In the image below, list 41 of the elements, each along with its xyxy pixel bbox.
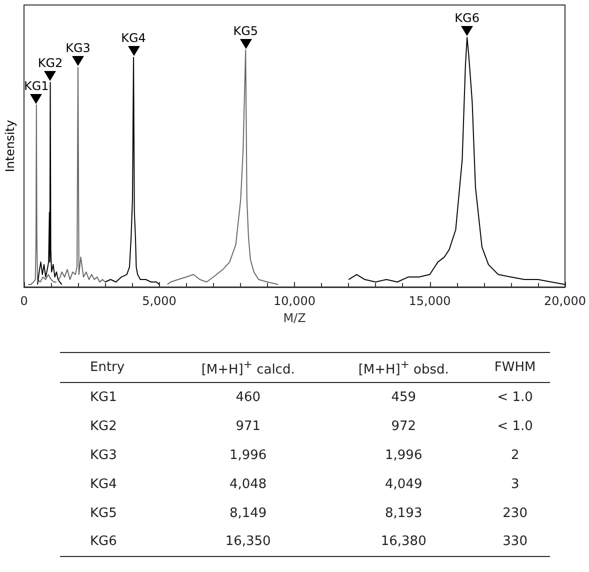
annotation: KG5 — [233, 24, 258, 38]
annotation: KG2 — [38, 56, 63, 70]
text: < 1.0 — [496, 418, 534, 436]
annotation: KG4 — [121, 31, 146, 46]
annotation: KG6 — [454, 11, 480, 26]
text: FWHM — [480, 352, 550, 382]
text: [M+H]$^{+}$ obsd. — [327, 352, 480, 382]
text: 8,149 — [228, 504, 268, 522]
text: 8,193 — [384, 504, 424, 522]
text: 3 — [510, 476, 520, 494]
text: 16,350 — [169, 528, 328, 556]
text: 971 — [234, 418, 262, 436]
annotation: KG3 — [66, 41, 90, 56]
text: < 1.0 — [496, 388, 534, 407]
text: KG4 — [89, 476, 118, 494]
x-axis-title: M/Z — [283, 310, 306, 325]
x-tick-label: 20,000 — [544, 294, 586, 308]
x-tick-label: 15,000 — [408, 294, 451, 308]
text: Entry — [60, 352, 170, 382]
text: KG6 — [60, 528, 170, 556]
x-tick-label: 0 — [20, 294, 28, 308]
text: 460 — [234, 388, 262, 407]
x-tick-label: 5,000 — [142, 294, 176, 308]
x-tick-label: 10,000 — [274, 294, 316, 308]
text: 16,380 — [327, 528, 480, 556]
text: 230 — [502, 504, 528, 522]
text: 1,996 — [228, 446, 268, 464]
text: 4,049 — [384, 476, 424, 494]
text: 2 — [510, 446, 520, 464]
annotation: KG1 — [24, 78, 49, 93]
text: 4,048 — [228, 476, 268, 494]
text: 972 — [390, 418, 418, 436]
text: [M+H]$^{+}$ calcd. — [169, 352, 328, 382]
text: 330 — [480, 528, 550, 556]
text: 1,996 — [384, 446, 424, 464]
text: KG2 — [89, 418, 118, 436]
text: KG1 — [89, 388, 118, 407]
y-axis-title: Intensity — [3, 120, 17, 172]
text: KG5 — [89, 504, 118, 522]
text: 459 — [390, 388, 418, 407]
text: KG3 — [89, 446, 118, 464]
